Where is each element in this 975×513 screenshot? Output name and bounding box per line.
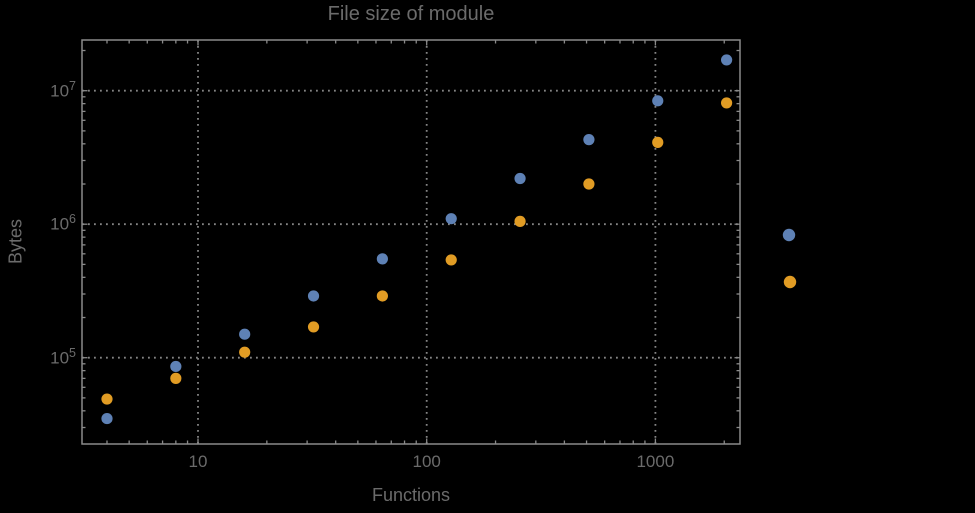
data-point-series-blue	[101, 412, 113, 425]
data-point-series-orange	[239, 346, 251, 358]
y-tick-label: 106	[50, 212, 76, 234]
chart-title: File size of module	[327, 3, 495, 25]
data-point-series-orange	[307, 321, 320, 333]
x-tick-label: 10	[188, 452, 208, 471]
data-point-series-blue	[307, 290, 320, 302]
data-point-series-orange	[583, 178, 595, 190]
data-point-series-orange	[170, 372, 182, 384]
legend-marker-orange	[783, 275, 797, 289]
data-point-series-orange	[652, 136, 664, 148]
data-point-series-blue	[170, 360, 182, 373]
data-point-series-orange	[101, 393, 113, 405]
data-point-series-blue	[514, 172, 526, 185]
data-point-series-orange	[721, 97, 733, 109]
plot-frame	[81, 39, 741, 445]
data-point-series-blue	[239, 328, 251, 340]
y-tick-label: 107	[50, 78, 76, 101]
data-point-series-blue	[376, 253, 388, 265]
data-point-series-orange	[445, 254, 457, 266]
y-tick-label: 105	[50, 345, 76, 368]
data-point-series-blue	[583, 134, 595, 146]
data-point-series-orange	[376, 290, 388, 302]
data-point-series-orange	[514, 215, 526, 227]
x-tick-label: 1000	[636, 452, 675, 471]
x-tick-label: 100	[412, 452, 441, 471]
data-point-series-blue	[445, 213, 457, 225]
x-axis-label: Functions	[371, 485, 451, 505]
data-point-series-blue	[652, 95, 664, 107]
legend-marker-blue	[782, 228, 796, 242]
data-point-series-blue	[721, 54, 733, 66]
